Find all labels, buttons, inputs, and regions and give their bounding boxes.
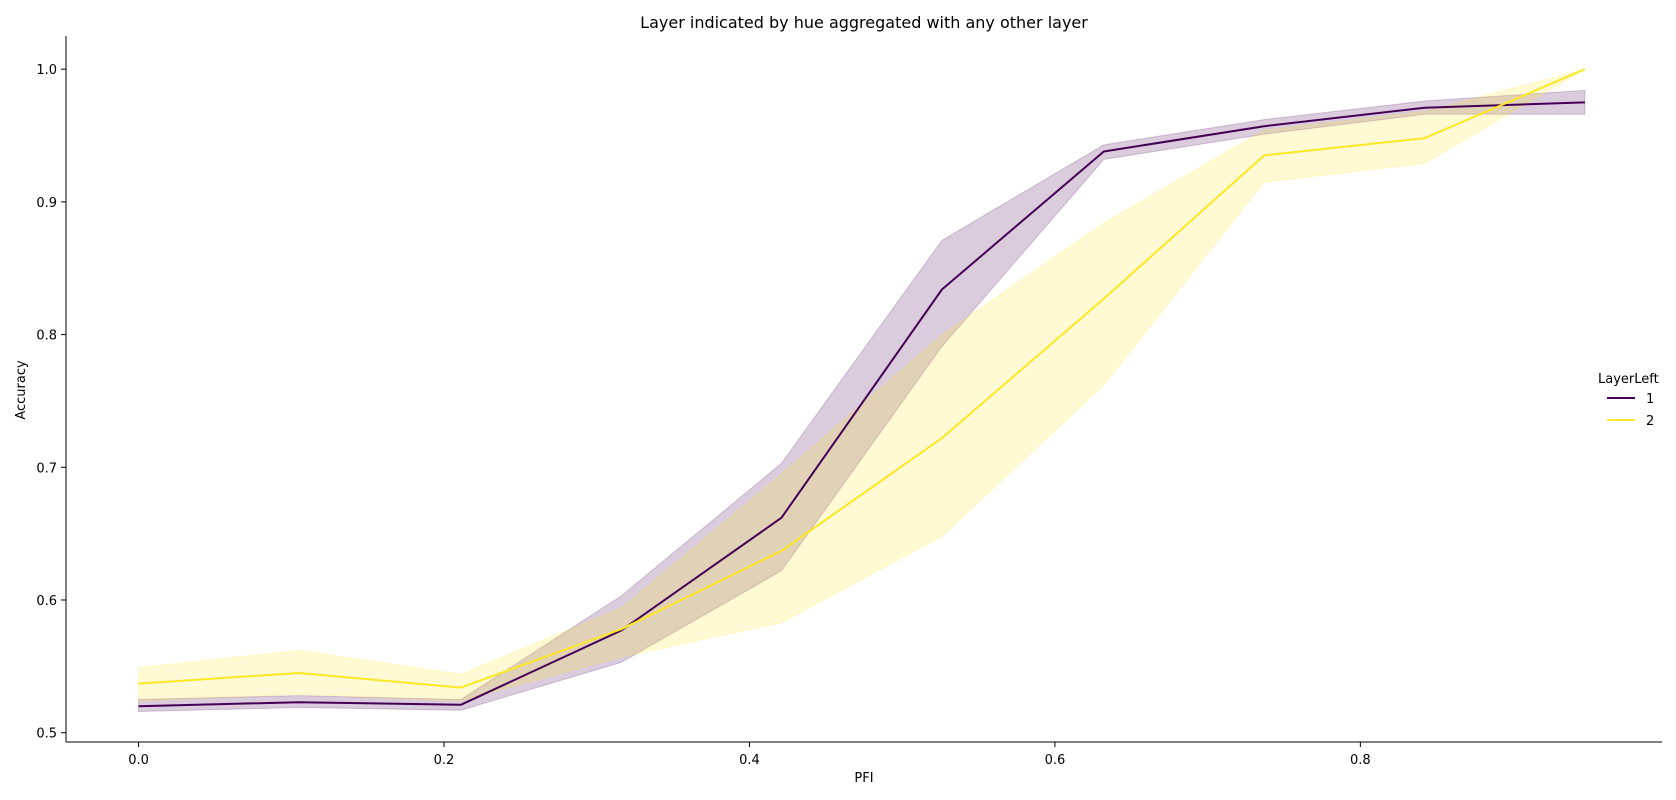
x-ticks: 0.0 0.2 0.4 0.6 0.8 (128, 742, 1371, 768)
ci-band-series-1 (138, 89, 1586, 713)
ci-band-series-2 (138, 68, 1586, 702)
y-tick-label: 1.0 (36, 63, 57, 78)
x-tick-label: 0.2 (434, 753, 455, 768)
line-series-2 (138, 68, 1586, 689)
legend-label-2: 2 (1646, 414, 1654, 429)
confidence-bands (138, 68, 1586, 713)
y-tick-label: 0.6 (36, 594, 57, 609)
legend: LayerLeft 1 2 (1598, 372, 1659, 429)
legend-title: LayerLeft (1598, 372, 1659, 387)
y-tick-label: 0.5 (36, 727, 57, 742)
y-tick-label: 0.7 (36, 461, 57, 476)
chart-title: Layer indicated by hue aggregated with a… (640, 13, 1088, 32)
line-series-1 (138, 101, 1585, 708)
series-lines (138, 68, 1586, 708)
y-ticks: 0.5 0.6 0.7 0.8 0.9 1.0 (36, 63, 66, 742)
x-tick-label: 0.0 (128, 753, 149, 768)
legend-label-1: 1 (1646, 392, 1654, 407)
y-tick-label: 0.8 (36, 329, 57, 344)
x-axis-label: PFI (854, 771, 873, 786)
x-tick-label: 0.8 (1350, 753, 1371, 768)
y-axis-label: Accuracy (14, 360, 29, 420)
x-tick-label: 0.6 (1045, 753, 1066, 768)
y-tick-label: 0.9 (36, 196, 57, 211)
axes (65, 36, 1662, 743)
x-tick-label: 0.4 (739, 753, 760, 768)
